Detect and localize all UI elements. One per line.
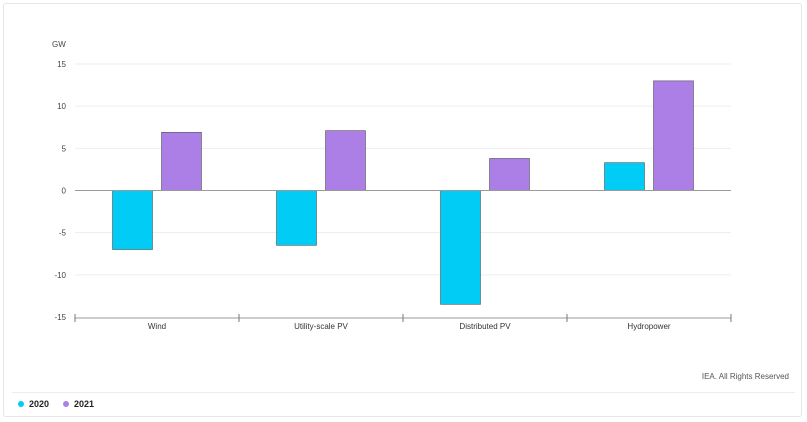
x-tick-label: Distributed PV	[459, 322, 511, 331]
legend-divider	[12, 392, 795, 393]
legend-label-2021: 2021	[74, 399, 95, 409]
bar-2020-hydropower	[604, 162, 645, 191]
y-tick-label: 15	[57, 60, 66, 69]
credit-text: IEA. All Rights Reserved	[701, 372, 789, 381]
y-tick-label: -10	[54, 271, 66, 280]
x-tick-label: Hydropower	[627, 322, 670, 331]
y-tick-label: -5	[59, 229, 67, 238]
bar-chart: 15 10 5 0 -5 -10 -15 GW Wind Utility-scale PV Dist…	[52, 40, 732, 331]
legend-swatch-2021	[63, 401, 70, 407]
y-tick-label: 10	[57, 102, 66, 111]
x-tick-label: Utility-scale PV	[294, 322, 348, 331]
bar-2020-distributed-pv	[440, 190, 481, 305]
x-tick-label: Wind	[148, 322, 166, 331]
legend: 2020 2021	[18, 399, 94, 409]
legend-swatch-2020	[18, 401, 24, 407]
legend-item-2020[interactable]: 2020	[18, 399, 49, 409]
bar-2021-wind	[161, 132, 202, 191]
bar-2021-hydropower	[653, 80, 694, 191]
bar-2021-utility-scale-pv	[325, 130, 366, 191]
legend-item-2021[interactable]: 2021	[63, 399, 94, 409]
bar-2021-distributed-pv	[489, 158, 530, 191]
legend-label-2020: 2020	[29, 399, 50, 409]
bar-2020-wind	[112, 190, 153, 250]
y-tick-label: 0	[62, 187, 67, 196]
y-tick-label: 5	[62, 144, 67, 153]
y-tick-label: -15	[54, 313, 66, 322]
y-axis-label: GW	[52, 40, 66, 49]
bar-2020-utility-scale-pv	[276, 190, 317, 246]
